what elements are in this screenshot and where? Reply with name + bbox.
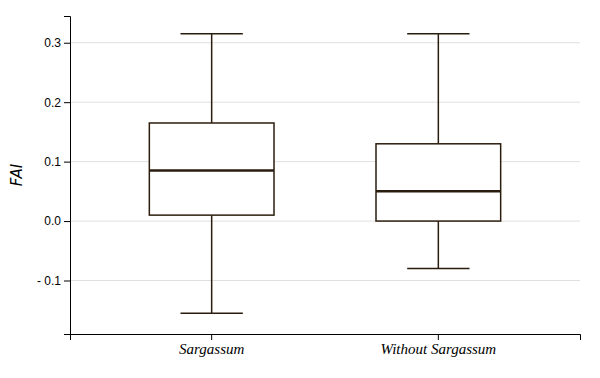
chart: - 0.1 0.0 0.1 0.2 0.3 Sargassum Without Sargas…: [0, 0, 600, 378]
box: [149, 123, 274, 215]
y-axis-title: FAI: [8, 163, 26, 186]
y-tick-label: 0.3: [44, 36, 61, 50]
grid-line: [70, 102, 580, 103]
y-tick-label: - 0.1: [37, 274, 61, 288]
y-tick-label: 0.0: [44, 214, 61, 228]
y-tick: 0.2: [44, 96, 70, 110]
box-plot: [376, 34, 501, 269]
y-tick: 0.0: [44, 214, 70, 228]
median: [149, 169, 274, 172]
box-plot: [149, 34, 274, 313]
y-tick-mark: [64, 221, 70, 222]
plot-area: - 0.1 0.0 0.1 0.2 0.3 Sargassum Without Sargas…: [37, 17, 581, 357]
lower-whisker: [211, 215, 213, 313]
y-tick: 0.3: [44, 36, 70, 50]
box: [376, 144, 501, 221]
x-tick: Without Sargassum: [380, 334, 496, 357]
lower-cap: [407, 268, 469, 270]
y-tick: - 0.1: [37, 274, 70, 288]
x-axis: Sargassum Without Sargassum: [71, 334, 581, 357]
boxes: [149, 34, 500, 313]
grid-line: [70, 161, 580, 162]
upper-whisker: [211, 34, 213, 123]
x-tick-label: Without Sargassum: [380, 341, 496, 357]
upper-whisker: [438, 34, 440, 144]
lower-cap: [181, 312, 243, 314]
y-axis: - 0.1 0.0 0.1 0.2 0.3: [37, 17, 71, 335]
y-tick-label: 0.2: [44, 96, 61, 110]
grid-line: [70, 221, 580, 222]
grid-line: [70, 42, 580, 43]
y-tick-mark: [64, 162, 70, 163]
y-tick-label: 0.1: [44, 155, 61, 169]
y-axis-line: [64, 17, 71, 335]
median: [376, 190, 501, 193]
y-tick-mark: [64, 43, 70, 44]
y-tick-mark: [64, 102, 70, 103]
grid-line: [70, 280, 580, 281]
x-axis-line: [71, 335, 581, 341]
x-tick: Sargassum: [179, 334, 244, 357]
y-tick-mark: [64, 281, 70, 282]
y-tick: 0.1: [44, 155, 70, 169]
lower-whisker: [438, 221, 440, 269]
x-tick-label: Sargassum: [179, 341, 244, 357]
x-tick-mark: [211, 334, 212, 340]
x-tick-mark: [438, 334, 439, 340]
upper-cap: [407, 33, 469, 35]
grid: [70, 43, 580, 281]
upper-cap: [181, 33, 243, 35]
